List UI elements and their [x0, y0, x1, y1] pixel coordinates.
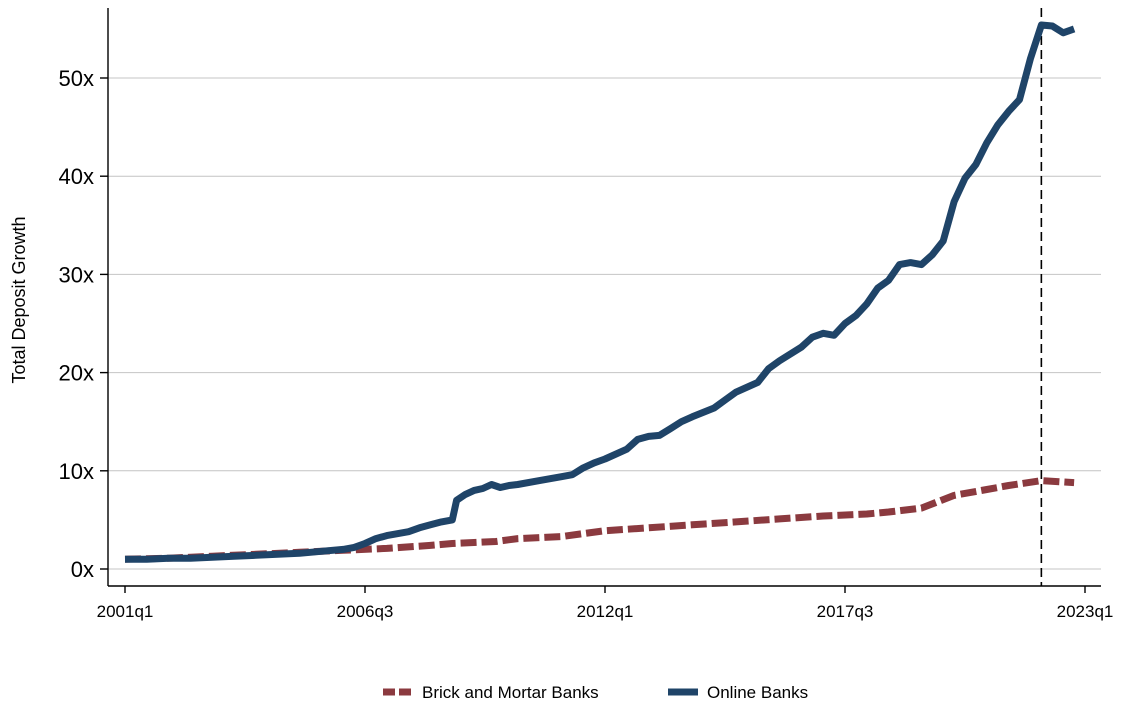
y-tick-label: 50x	[59, 66, 94, 91]
legend-label: Brick and Mortar Banks	[422, 683, 599, 702]
y-tick-label: 20x	[59, 361, 94, 386]
legend: Brick and Mortar Banks Online Banks	[383, 683, 808, 702]
series-line-brick-and-mortar-banks	[124, 477, 1075, 563]
y-tick-label: 10x	[59, 459, 94, 484]
y-tick-label: 30x	[59, 262, 94, 287]
y-axis-label: Total Deposit Growth	[9, 216, 29, 383]
y-tick-label: 40x	[59, 164, 94, 189]
legend-label: Online Banks	[707, 683, 808, 702]
series-line-online-banks	[125, 21, 1076, 563]
y-axis: 0x 10x 20x 30x 40x 50x	[59, 8, 109, 586]
x-tick-label: 2023q1	[1057, 602, 1114, 621]
x-tick-label: 2012q1	[577, 602, 634, 621]
x-tick-label: 2017q3	[817, 602, 874, 621]
series-lines	[124, 21, 1076, 563]
x-tick-label: 2001q1	[97, 602, 154, 621]
x-tick-label: 2006q3	[337, 602, 394, 621]
x-axis: 2001q1 2006q3 2012q1 2017q3 2023q1	[97, 585, 1114, 621]
gridlines	[108, 77, 1101, 570]
y-tick-label: 0x	[71, 557, 94, 582]
